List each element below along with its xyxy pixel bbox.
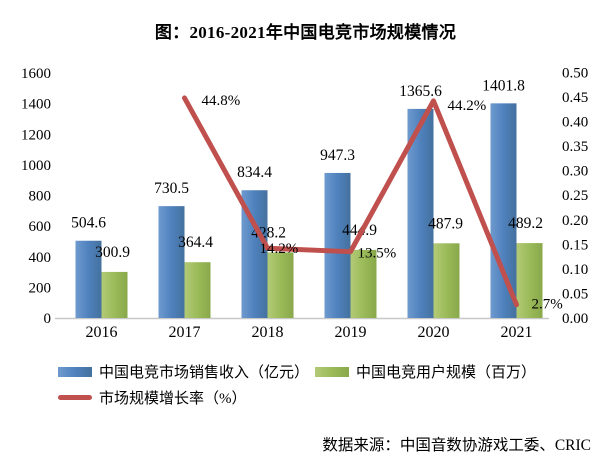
users-bar-2016 bbox=[101, 271, 128, 318]
left-axis-tick-1600: 1600 bbox=[21, 66, 51, 82]
legend-row-1: 中国电竞市场销售收入（亿元） 中国电竞用户规模（百万） bbox=[58, 361, 598, 382]
legend-label-growth: 市场规模增长率（%） bbox=[99, 391, 247, 407]
right-axis-tick-0.05: 0.05 bbox=[562, 286, 588, 302]
right-axis-tick-0.40: 0.40 bbox=[562, 115, 588, 131]
left-axis-tick-0: 0 bbox=[44, 311, 52, 327]
users-bar-2019 bbox=[350, 249, 377, 318]
right-axis-tick-0.30: 0.30 bbox=[562, 164, 588, 180]
left-axis-tick-1200: 1200 bbox=[21, 127, 51, 143]
legend-label-revenue: 中国电竞市场销售收入（亿元） bbox=[99, 365, 310, 381]
growth-value-2021: 2.7% bbox=[532, 297, 563, 313]
revenue-value-2017: 730.5 bbox=[154, 180, 189, 197]
users-series-swatch bbox=[315, 366, 349, 377]
x-axis-label-2021: 2021 bbox=[501, 324, 533, 341]
chart-title: 图：2016-2021年中国电竞市场规模情况 bbox=[154, 23, 457, 42]
growth-value-2019: 13.5% bbox=[358, 246, 397, 262]
x-axis-label-2020: 2020 bbox=[418, 324, 450, 341]
x-axis-label-2017: 2017 bbox=[169, 324, 201, 341]
users-bar-2017 bbox=[184, 262, 211, 318]
right-axis-tick-0.00: 0.00 bbox=[562, 311, 588, 327]
revenue-value-2018: 834.4 bbox=[237, 164, 272, 181]
users-value-2020: 487.9 bbox=[428, 215, 463, 232]
users-value-2017: 364.4 bbox=[178, 234, 213, 251]
right-axis-tick-0.10: 0.10 bbox=[562, 262, 588, 278]
users-bar-2018 bbox=[267, 252, 294, 318]
left-axis-tick-1400: 1400 bbox=[21, 97, 51, 113]
revenue-bar-2019 bbox=[324, 172, 351, 318]
right-axis-tick-0.50: 0.50 bbox=[562, 65, 588, 81]
users-value-2016: 300.9 bbox=[95, 244, 130, 261]
users-bar-2020 bbox=[433, 243, 460, 318]
x-axis-label-2016: 2016 bbox=[86, 324, 118, 341]
revenue-value-2019: 947.3 bbox=[320, 147, 355, 164]
legend-label-users: 中国电竞用户规模（百万） bbox=[356, 365, 537, 381]
revenue-value-2016: 504.6 bbox=[71, 215, 106, 232]
left-axis-tick-200: 200 bbox=[29, 280, 52, 296]
users-value-2021: 489.2 bbox=[508, 215, 543, 232]
legend-row-2: 市场规模增长率（%） bbox=[58, 387, 598, 408]
revenue-bar-2017 bbox=[158, 206, 185, 318]
left-axis-tick-1000: 1000 bbox=[21, 158, 51, 174]
x-axis-label-2019: 2019 bbox=[335, 324, 367, 341]
left-axis-tick-600: 600 bbox=[29, 219, 52, 235]
growth-value-2018: 14.2% bbox=[260, 241, 299, 257]
growth-value-2020: 44.2% bbox=[448, 98, 487, 114]
growth-series-swatch bbox=[58, 395, 92, 400]
right-axis-tick-0.45: 0.45 bbox=[562, 90, 588, 106]
revenue-series-swatch bbox=[58, 366, 92, 377]
left-axis-tick-400: 400 bbox=[29, 250, 52, 266]
legend-item-revenue: 中国电竞市场销售收入（亿元） bbox=[58, 361, 309, 382]
users-bar-2021 bbox=[516, 243, 543, 318]
right-axis-tick-0.25: 0.25 bbox=[562, 188, 588, 204]
legend-item-growth: 市场规模增长率（%） bbox=[58, 387, 247, 408]
revenue-bar-2016 bbox=[75, 240, 102, 318]
right-axis-tick-0.35: 0.35 bbox=[562, 139, 588, 155]
right-axis-tick-0.15: 0.15 bbox=[562, 237, 588, 253]
growth-line bbox=[182, 95, 519, 308]
left-axis-tick-800: 800 bbox=[29, 189, 52, 205]
legend-item-users: 中国电竞用户规模（百万） bbox=[315, 363, 537, 381]
revenue-value-2021: 1401.8 bbox=[482, 77, 525, 94]
right-axis-tick-0.20: 0.20 bbox=[562, 213, 588, 229]
growth-value-2017: 44.8% bbox=[202, 93, 241, 109]
x-axis-label-2018: 2018 bbox=[252, 324, 284, 341]
legend: 中国电竞市场销售收入（亿元） 中国电竞用户规模（百万） 市场规模增长率（%） bbox=[58, 363, 598, 415]
revenue-value-2020: 1365.6 bbox=[399, 83, 442, 100]
data-source-note: 数据来源：中国音数协游戏工委、CRIC bbox=[322, 437, 591, 454]
revenue-bar-2021 bbox=[490, 103, 517, 319]
